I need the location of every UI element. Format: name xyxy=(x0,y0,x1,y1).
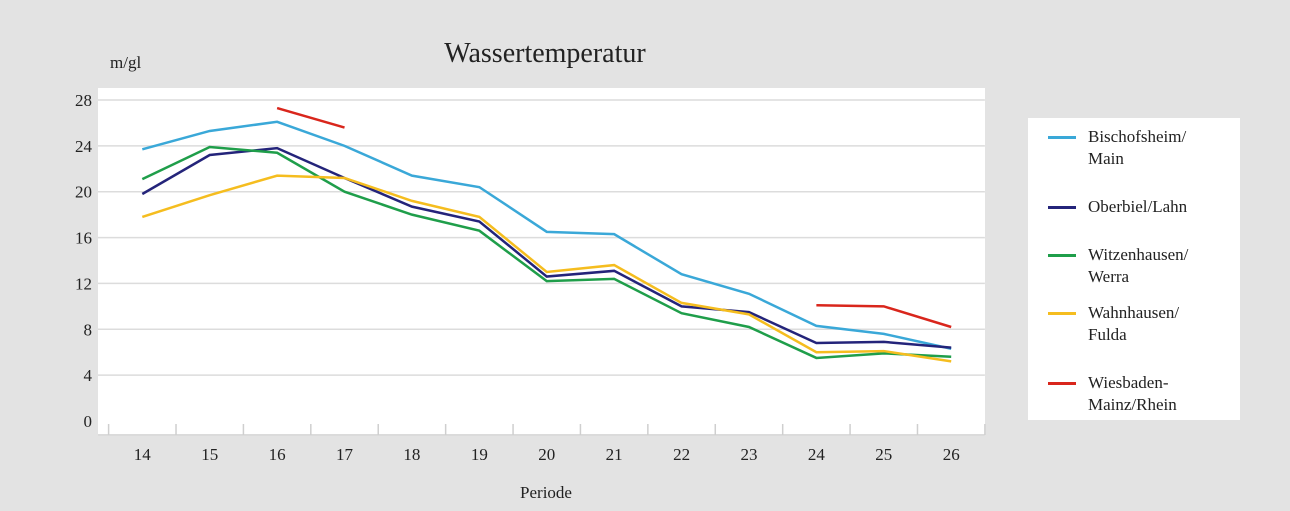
legend: Bischofsheim/ Main Oberbiel/Lahn Witzenhau… xyxy=(1028,118,1240,420)
y-axis-label: m/gl xyxy=(110,53,141,72)
x-axis-label: Periode xyxy=(520,483,572,502)
x-tick-label: 17 xyxy=(336,445,354,464)
legend-label: Wiesbaden- Mainz/Rhein xyxy=(1088,373,1177,414)
y-tick-label: 20 xyxy=(75,183,92,202)
series-line xyxy=(141,174,952,363)
chart-title: Wassertemperatur xyxy=(444,38,646,69)
series-line xyxy=(141,146,952,349)
legend-swatch xyxy=(1048,206,1076,209)
x-tick-label: 15 xyxy=(201,445,218,464)
legend-label: Oberbiel/Lahn xyxy=(1088,197,1188,216)
x-tick-label: 22 xyxy=(673,445,690,464)
x-tick-label: 24 xyxy=(808,445,826,464)
x-tick-label: 16 xyxy=(269,445,286,464)
legend-swatch xyxy=(1048,254,1076,257)
y-tick-label: 4 xyxy=(84,366,93,385)
legend-swatch xyxy=(1048,312,1076,315)
plot-area xyxy=(98,88,985,436)
y-tick-label: 28 xyxy=(75,91,92,110)
legend-swatch xyxy=(1048,382,1076,385)
legend-swatch xyxy=(1048,136,1076,139)
y-tick-label: 8 xyxy=(84,320,93,339)
x-tick-label: 23 xyxy=(740,445,757,464)
x-tick-label: 21 xyxy=(606,445,623,464)
y-tick-label: 16 xyxy=(75,229,92,248)
series-line xyxy=(141,145,952,360)
y-tick-label: 12 xyxy=(75,274,92,293)
y-tick-label: 0 xyxy=(84,412,93,431)
x-tick-label: 26 xyxy=(943,445,960,464)
legend-label: Bischofsheim/ Main xyxy=(1088,127,1187,168)
series-line xyxy=(816,303,952,329)
x-tick-label: 18 xyxy=(403,445,420,464)
x-tick-label: 25 xyxy=(875,445,892,464)
legend-label: Wahnhausen/ Fulda xyxy=(1088,303,1180,344)
legend-label: Witzenhausen/ Werra xyxy=(1088,245,1189,286)
x-tick-label: 19 xyxy=(471,445,488,464)
y-tick-label: 24 xyxy=(75,137,93,156)
x-tick-label: 14 xyxy=(134,445,152,464)
x-tick-label: 20 xyxy=(538,445,555,464)
series-line xyxy=(276,106,345,129)
series-line xyxy=(141,120,952,350)
